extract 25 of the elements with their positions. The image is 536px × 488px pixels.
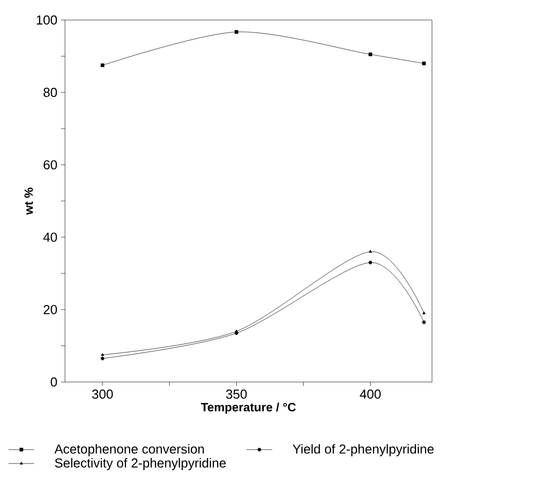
point bbox=[422, 320, 426, 324]
point bbox=[422, 311, 426, 314]
point bbox=[100, 356, 104, 360]
legend-label: Selectivity of 2-phenylpyridine bbox=[54, 458, 226, 470]
point bbox=[100, 63, 104, 68]
y-axis-title: wt % bbox=[24, 188, 33, 215]
point bbox=[422, 62, 426, 66]
x-tick-label: 350 bbox=[226, 390, 247, 399]
y-tick-label: 80 bbox=[44, 88, 57, 97]
point bbox=[234, 330, 238, 332]
y-tick-label: 60 bbox=[44, 160, 57, 170]
y-tick-label: 40 bbox=[43, 232, 57, 242]
y-tick-label: 0 bbox=[50, 377, 57, 387]
y-tick-label: 100 bbox=[36, 15, 57, 25]
point bbox=[368, 250, 372, 253]
legend-label: Acetophenone conversion bbox=[54, 444, 204, 456]
point bbox=[368, 52, 372, 56]
point bbox=[234, 30, 238, 34]
x-tick-label: 300 bbox=[92, 390, 113, 399]
legend-label: Yield of 2-phenylpyridine bbox=[292, 444, 434, 456]
x-tick-label: 400 bbox=[360, 390, 381, 399]
point bbox=[368, 260, 372, 264]
y-tick-label: 20 bbox=[44, 304, 57, 314]
point bbox=[100, 353, 104, 356]
x-axis-title: Temperature / °C bbox=[201, 402, 296, 414]
